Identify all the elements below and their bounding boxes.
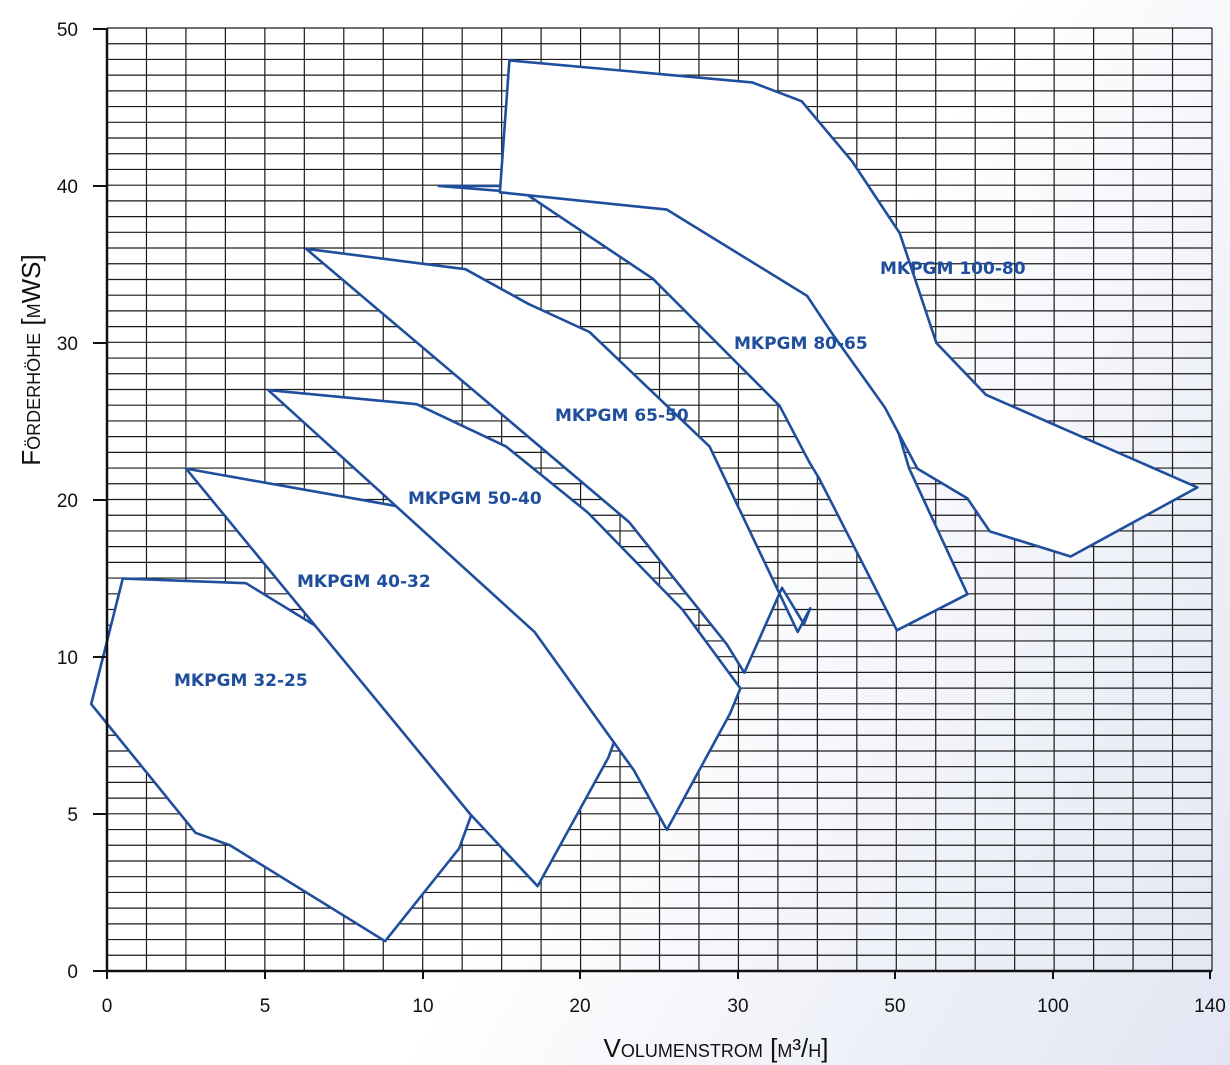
- series-label: MKPGM 80-65: [734, 334, 868, 354]
- y-tick-label: 30: [57, 334, 78, 355]
- y-tick-label: 40: [57, 177, 78, 198]
- region-mkpgm-50-40: [266, 388, 742, 831]
- x-tick-label: 20: [569, 996, 590, 1017]
- series-label: MKPGM 32-25: [174, 671, 308, 691]
- region-mkpgm-65-50: [304, 247, 812, 674]
- operating-regions: MKPGM 32-25 MKPGM 40-32 MKPGM 50-40 MKPGM 6…: [89, 59, 1199, 943]
- x-tick-label: 5: [260, 996, 271, 1017]
- y-tick-label: 5: [67, 805, 78, 826]
- x-tick-label: 30: [727, 996, 748, 1017]
- tick-labels: 0 5 10 20 30 50 100 140 0 5 10 20 30 40 50: [57, 20, 1226, 1017]
- y-axis-title: Förderhöhe [mWS]: [16, 254, 46, 465]
- region-mkpgm-100-80: [498, 59, 1199, 558]
- x-tick-label: 0: [102, 996, 113, 1017]
- x-tick-label: 140: [1194, 996, 1226, 1017]
- y-tick-label: 20: [57, 491, 78, 512]
- y-tick-label: 10: [57, 648, 78, 669]
- x-tick-label: 50: [884, 996, 905, 1017]
- x-axis-title: Volumenstrom [m³/h]: [604, 1033, 829, 1063]
- x-tick-label: 10: [412, 996, 433, 1017]
- series-label: MKPGM 50-40: [408, 489, 542, 509]
- series-label: MKPGM 65-50: [555, 406, 689, 426]
- series-label: MKPGM 40-32: [297, 572, 431, 592]
- series-label: MKPGM 100-80: [880, 259, 1026, 279]
- x-tick-label: 100: [1037, 996, 1069, 1017]
- y-tick-label: 50: [57, 20, 78, 41]
- y-tick-label: 0: [67, 962, 78, 983]
